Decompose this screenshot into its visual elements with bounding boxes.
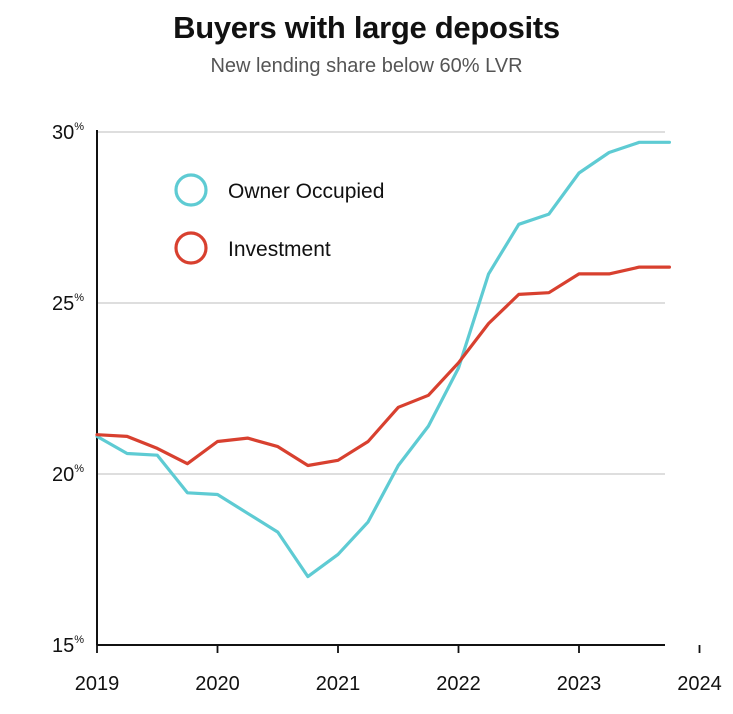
series-line-investment <box>95 265 672 468</box>
series-line-owner-occupied <box>95 140 672 579</box>
legend-label-owner-occupied: Owner Occupied <box>228 180 384 203</box>
y-tick-label: 15% <box>52 634 84 657</box>
x-tick-label: 2021 <box>316 673 361 695</box>
legend-marker-owner-occupied <box>174 173 208 207</box>
legend-label-investment: Investment <box>228 238 331 261</box>
chart-subtitle: New lending share below 60% LVR <box>210 55 523 77</box>
x-tick-label: 2019 <box>75 673 120 695</box>
chart-title: Buyers with large deposits <box>173 10 560 45</box>
y-tick-label: 30% <box>52 121 84 144</box>
y-tick-label: 25% <box>52 292 84 315</box>
y-tick-label: 20% <box>52 463 84 486</box>
x-tick-label: 2022 <box>436 673 481 695</box>
x-tick-label: 2023 <box>557 673 602 695</box>
x-tick-label: 2020 <box>195 673 240 695</box>
x-tick-label: 2024 <box>677 673 722 695</box>
legend-marker-investment <box>174 231 208 265</box>
